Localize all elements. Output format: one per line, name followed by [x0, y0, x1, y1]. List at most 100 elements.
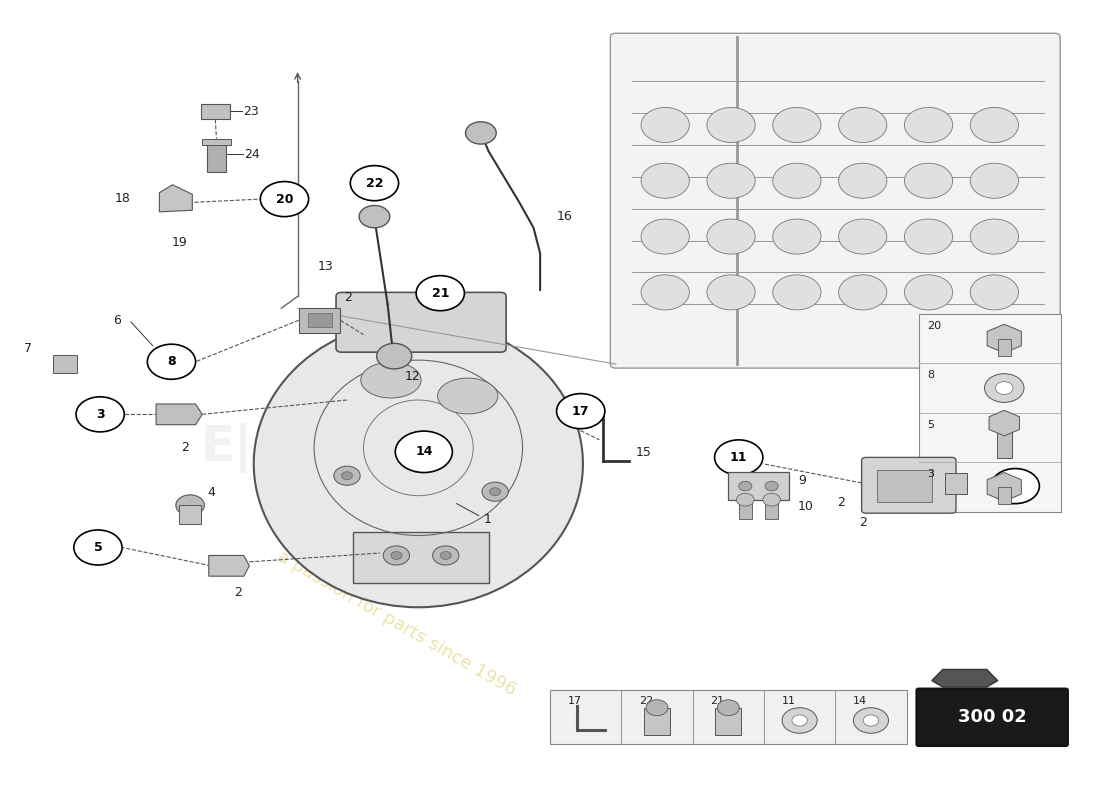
- Bar: [739, 500, 752, 518]
- Circle shape: [838, 163, 887, 198]
- Circle shape: [74, 530, 122, 565]
- Text: 23: 23: [243, 105, 258, 118]
- Circle shape: [440, 551, 451, 559]
- Text: 7: 7: [24, 342, 32, 354]
- Bar: [728, 472, 789, 500]
- FancyBboxPatch shape: [861, 458, 956, 514]
- Circle shape: [390, 551, 402, 559]
- Circle shape: [970, 275, 1019, 310]
- Bar: [998, 487, 1011, 505]
- Circle shape: [772, 219, 821, 254]
- Circle shape: [557, 394, 605, 429]
- Circle shape: [261, 182, 309, 217]
- Text: 2: 2: [859, 516, 867, 530]
- Bar: [766, 500, 778, 518]
- Circle shape: [490, 488, 500, 496]
- Circle shape: [904, 163, 953, 198]
- Circle shape: [904, 275, 953, 310]
- Circle shape: [416, 276, 464, 310]
- Bar: [918, 314, 1062, 512]
- Circle shape: [707, 275, 756, 310]
- Text: 15: 15: [636, 446, 651, 459]
- Text: 11: 11: [782, 696, 795, 706]
- Polygon shape: [987, 324, 1022, 353]
- Text: 3: 3: [927, 469, 934, 479]
- Bar: [352, 531, 488, 583]
- Circle shape: [395, 431, 452, 473]
- Polygon shape: [156, 404, 202, 425]
- Circle shape: [641, 219, 690, 254]
- Text: 17: 17: [572, 405, 590, 418]
- Circle shape: [359, 206, 389, 228]
- Text: 6: 6: [113, 314, 121, 326]
- Circle shape: [76, 397, 124, 432]
- Circle shape: [763, 494, 780, 506]
- Text: 16: 16: [557, 210, 572, 223]
- Text: 3: 3: [96, 408, 104, 421]
- Text: 13: 13: [318, 259, 333, 273]
- Polygon shape: [932, 670, 998, 687]
- Bar: [308, 313, 332, 327]
- Text: 12: 12: [405, 370, 421, 382]
- Text: 11: 11: [730, 451, 748, 464]
- Circle shape: [707, 163, 756, 198]
- Circle shape: [838, 275, 887, 310]
- Text: 8: 8: [927, 370, 935, 380]
- Text: 20: 20: [276, 193, 294, 206]
- Polygon shape: [989, 410, 1020, 436]
- Text: 2: 2: [234, 586, 242, 598]
- Text: 22: 22: [365, 177, 383, 190]
- Circle shape: [970, 107, 1019, 142]
- Bar: [179, 506, 201, 524]
- Circle shape: [782, 708, 817, 734]
- Ellipse shape: [361, 362, 421, 398]
- Circle shape: [739, 482, 752, 491]
- Text: 21: 21: [431, 286, 449, 300]
- Circle shape: [864, 715, 879, 726]
- Polygon shape: [987, 473, 1022, 502]
- Circle shape: [991, 469, 1040, 504]
- Polygon shape: [160, 185, 192, 212]
- Text: 2: 2: [343, 291, 352, 305]
- FancyBboxPatch shape: [336, 292, 506, 352]
- Circle shape: [984, 374, 1024, 402]
- Bar: [202, 138, 231, 145]
- Circle shape: [715, 440, 763, 475]
- Bar: [945, 474, 967, 494]
- Text: 8: 8: [167, 355, 176, 368]
- Text: 14: 14: [415, 446, 432, 458]
- Text: 9: 9: [798, 474, 806, 487]
- Circle shape: [482, 482, 508, 502]
- Text: 2: 2: [837, 495, 845, 509]
- Text: 300 02: 300 02: [958, 708, 1026, 726]
- Circle shape: [376, 343, 411, 369]
- Circle shape: [772, 107, 821, 142]
- Bar: [201, 104, 230, 118]
- Ellipse shape: [254, 320, 583, 607]
- Bar: [53, 355, 77, 373]
- Text: 20: 20: [927, 321, 942, 331]
- Text: 3: 3: [1011, 479, 1020, 493]
- Circle shape: [766, 482, 778, 491]
- Text: 18: 18: [116, 192, 131, 205]
- Text: 19: 19: [172, 236, 187, 249]
- Text: 17: 17: [568, 696, 582, 706]
- Circle shape: [147, 344, 196, 379]
- FancyBboxPatch shape: [916, 689, 1068, 746]
- Text: 1: 1: [484, 513, 492, 526]
- Circle shape: [707, 219, 756, 254]
- Circle shape: [641, 107, 690, 142]
- Bar: [997, 423, 1012, 458]
- Circle shape: [904, 107, 953, 142]
- Bar: [207, 140, 227, 172]
- Circle shape: [792, 715, 807, 726]
- Circle shape: [383, 546, 409, 565]
- Circle shape: [646, 700, 668, 716]
- Text: 5: 5: [927, 420, 934, 430]
- FancyBboxPatch shape: [610, 34, 1060, 368]
- Circle shape: [772, 163, 821, 198]
- Bar: [998, 338, 1011, 356]
- Text: a passion for parts since 1996: a passion for parts since 1996: [274, 547, 519, 699]
- Text: 24: 24: [244, 148, 260, 161]
- Polygon shape: [209, 555, 250, 576]
